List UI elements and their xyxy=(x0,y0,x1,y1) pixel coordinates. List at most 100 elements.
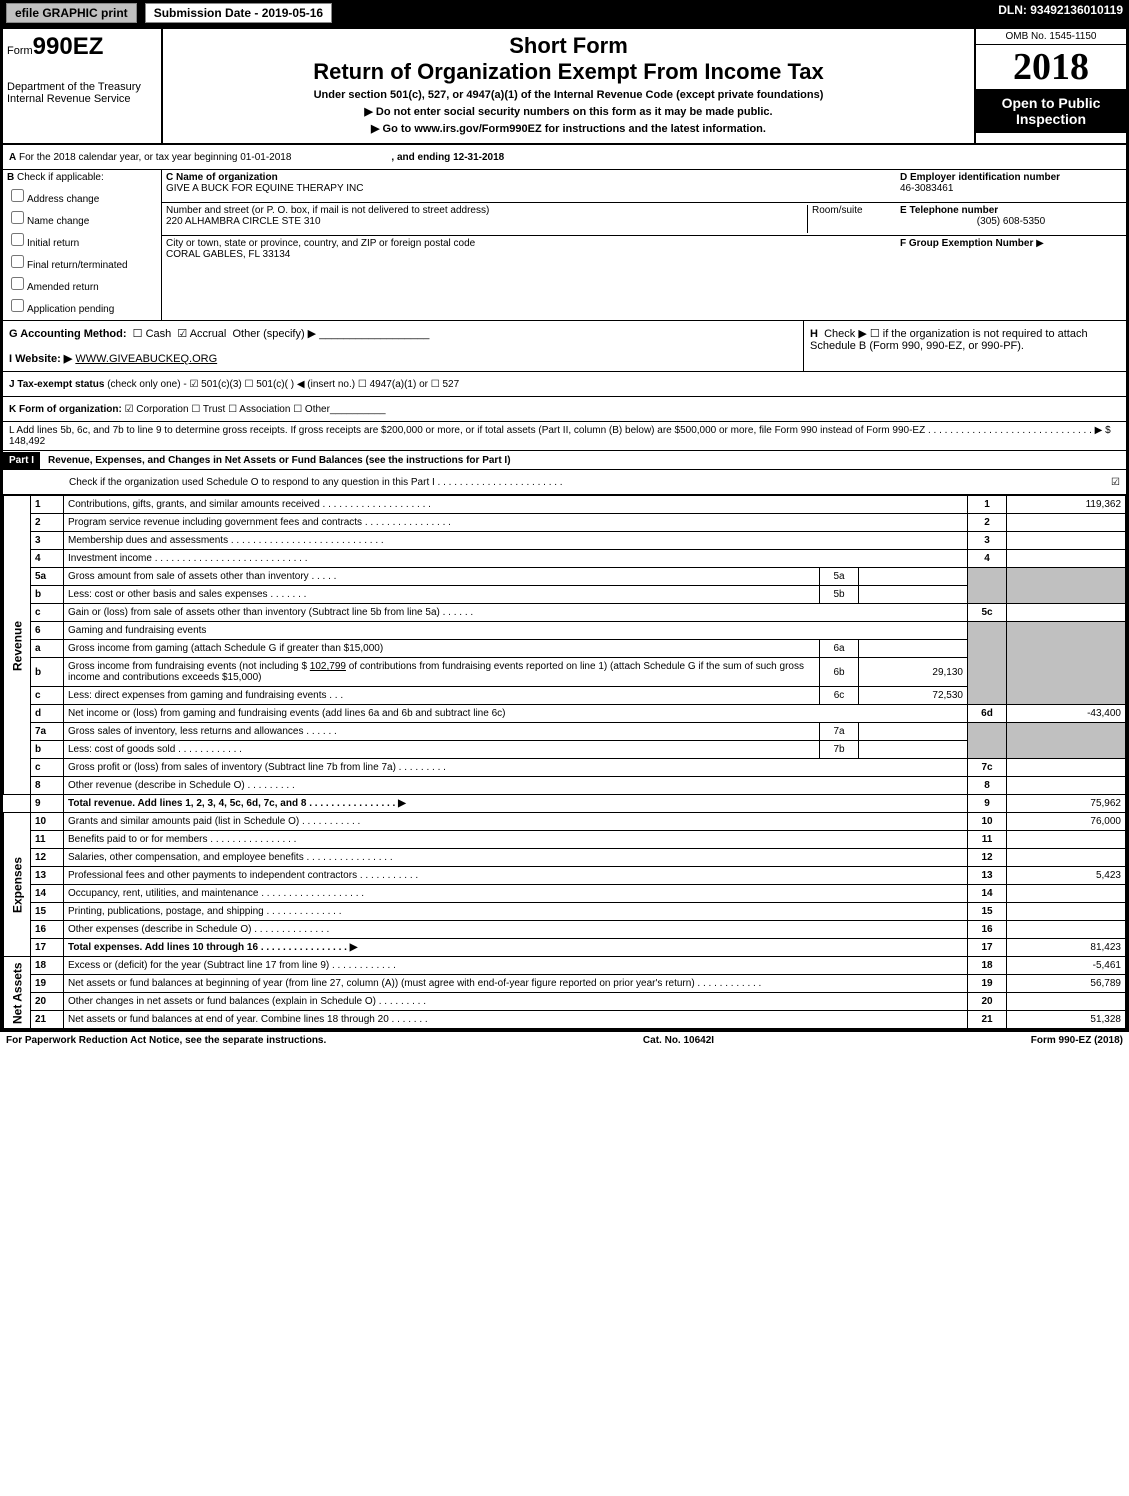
entity-block: B Check if applicable: Address change Na… xyxy=(3,170,1126,321)
arrow-icon: ▶ xyxy=(1036,238,1044,249)
line-j: J Tax-exempt status (check only one) - ☑… xyxy=(3,372,1126,397)
checkbox-address-change[interactable] xyxy=(11,189,24,202)
line-7a-num: 7a xyxy=(31,723,64,741)
line-6d-box: 6d xyxy=(968,705,1007,723)
line-a-begin: For the 2018 calendar year, or tax year … xyxy=(19,152,291,163)
line-20-box: 20 xyxy=(968,993,1007,1011)
line-1-num: 1 xyxy=(31,496,64,514)
checkbox-application-pending[interactable] xyxy=(11,299,24,312)
line-a-end: , and ending 12-31-2018 xyxy=(391,152,504,163)
line-21-amt: 51,328 xyxy=(1007,1011,1126,1029)
line-5b-inner-amt xyxy=(859,586,968,604)
line-6c-inner-amt: 72,530 xyxy=(859,687,968,705)
checkbox-name-change[interactable] xyxy=(11,211,24,224)
website-url[interactable]: WWW.GIVEABUCKEQ.ORG xyxy=(75,353,217,365)
street-label: Number and street (or P. O. box, if mail… xyxy=(166,205,489,216)
line-7b-inner-num: 7b xyxy=(820,741,859,759)
form-suffix: EZ xyxy=(73,33,104,60)
footer-cat-no: Cat. No. 10642I xyxy=(643,1035,714,1046)
line-5c-num: c xyxy=(31,604,64,622)
line-k-text: ☑ Corporation ☐ Trust ☐ Association ☐ Ot… xyxy=(125,404,330,415)
phone-value: (305) 608-5350 xyxy=(900,216,1122,227)
footer: For Paperwork Reduction Act Notice, see … xyxy=(0,1032,1129,1049)
line-9-amt: 75,962 xyxy=(1007,795,1126,813)
final-return-label: Final return/terminated xyxy=(27,260,128,271)
line-5-gray-amt xyxy=(1007,568,1126,604)
phone-label: E Telephone number xyxy=(900,205,998,216)
line-8-box: 8 xyxy=(968,777,1007,795)
line-11-desc: Benefits paid to or for members . . . . … xyxy=(64,831,968,849)
line-k-label: K Form of organization: xyxy=(9,404,122,415)
line-g-h: G Accounting Method: ☐ Cash ☑ Accrual Ot… xyxy=(3,321,1126,372)
line-1-desc: Contributions, gifts, grants, and simila… xyxy=(64,496,968,514)
line-20-amt xyxy=(1007,993,1126,1011)
line-10-amt: 76,000 xyxy=(1007,813,1126,831)
line-17-amt: 81,423 xyxy=(1007,939,1126,957)
line-17-box: 17 xyxy=(968,939,1007,957)
line-11-num: 11 xyxy=(31,831,64,849)
city-value: CORAL GABLES, FL 33134 xyxy=(166,249,290,260)
line-6c-desc: Less: direct expenses from gaming and fu… xyxy=(64,687,820,705)
line-6c-num: c xyxy=(31,687,64,705)
line-12-desc: Salaries, other compensation, and employ… xyxy=(64,849,968,867)
amended-return-label: Amended return xyxy=(27,282,99,293)
cash-label: Cash xyxy=(146,328,172,340)
line-j-text: (check only one) - ☑ 501(c)(3) ☐ 501(c)(… xyxy=(107,379,459,390)
line-10-desc: Grants and similar amounts paid (list in… xyxy=(64,813,968,831)
line-15-amt xyxy=(1007,903,1126,921)
line-21-desc: Net assets or fund balances at end of ye… xyxy=(64,1011,968,1029)
line-3-box: 3 xyxy=(968,532,1007,550)
form-990ez-container: Form990EZ Department of the Treasury Int… xyxy=(0,26,1129,1032)
netassets-section-label: Net Assets xyxy=(4,957,31,1029)
city-label: City or town, state or province, country… xyxy=(166,238,475,249)
form-header: Form990EZ Department of the Treasury Int… xyxy=(3,29,1126,145)
part-1-check-row: Check if the organization used Schedule … xyxy=(3,470,1126,495)
line-18-amt: -5,461 xyxy=(1007,957,1126,975)
part-1-title: Revenue, Expenses, and Changes in Net As… xyxy=(40,455,511,466)
dept-label: Department of the Treasury xyxy=(7,81,157,93)
line-19-amt: 56,789 xyxy=(1007,975,1126,993)
line-h-label: H xyxy=(810,328,818,340)
line-15-num: 15 xyxy=(31,903,64,921)
line-k: K Form of organization: ☑ Corporation ☐ … xyxy=(3,397,1126,422)
short-form-label: Short Form xyxy=(171,33,966,59)
line-8-desc: Other revenue (describe in Schedule O) .… xyxy=(64,777,968,795)
line-14-num: 14 xyxy=(31,885,64,903)
line-16-desc: Other expenses (describe in Schedule O) … xyxy=(64,921,968,939)
line-8-amt xyxy=(1007,777,1126,795)
box-b-label: B xyxy=(7,172,14,183)
line-15-desc: Printing, publications, postage, and shi… xyxy=(64,903,968,921)
form-prefix: Form xyxy=(7,45,33,57)
line-5-gray-box xyxy=(968,568,1007,604)
line-11-amt xyxy=(1007,831,1126,849)
box-b-check-label: Check if applicable: xyxy=(17,172,104,183)
line-5a-inner-amt xyxy=(859,568,968,586)
form-title: Return of Organization Exempt From Incom… xyxy=(171,59,966,85)
efile-print-button[interactable]: efile GRAPHIC print xyxy=(6,3,137,23)
line-14-desc: Occupancy, rent, utilities, and maintena… xyxy=(64,885,968,903)
line-2-box: 2 xyxy=(968,514,1007,532)
line-6-num: 6 xyxy=(31,622,64,640)
line-7a-inner-amt xyxy=(859,723,968,741)
line-l: L Add lines 5b, 6c, and 7b to line 9 to … xyxy=(3,422,1126,451)
checkbox-initial-return[interactable] xyxy=(11,233,24,246)
line-7c-box: 7c xyxy=(968,759,1007,777)
line-14-amt xyxy=(1007,885,1126,903)
checkbox-amended-return[interactable] xyxy=(11,277,24,290)
subtitle-2: ▶ Do not enter social security numbers o… xyxy=(171,105,966,118)
line-1-box: 1 xyxy=(968,496,1007,514)
line-3-num: 3 xyxy=(31,532,64,550)
line-7b-inner-amt xyxy=(859,741,968,759)
line-6b-num: b xyxy=(31,658,64,687)
part-1-check-icon: ☑ xyxy=(1111,477,1120,488)
checkbox-final-return[interactable] xyxy=(11,255,24,268)
ein-value: 46-3083461 xyxy=(900,183,953,194)
line-6-gray-amt xyxy=(1007,622,1126,705)
line-21-box: 21 xyxy=(968,1011,1007,1029)
line-13-amt: 5,423 xyxy=(1007,867,1126,885)
line-6a-inner-amt xyxy=(859,640,968,658)
org-name: GIVE A BUCK FOR EQUINE THERAPY INC xyxy=(166,183,363,194)
line-6-desc: Gaming and fundraising events xyxy=(64,622,968,640)
line-20-num: 20 xyxy=(31,993,64,1011)
top-bar: efile GRAPHIC print Submission Date - 20… xyxy=(0,0,1129,26)
